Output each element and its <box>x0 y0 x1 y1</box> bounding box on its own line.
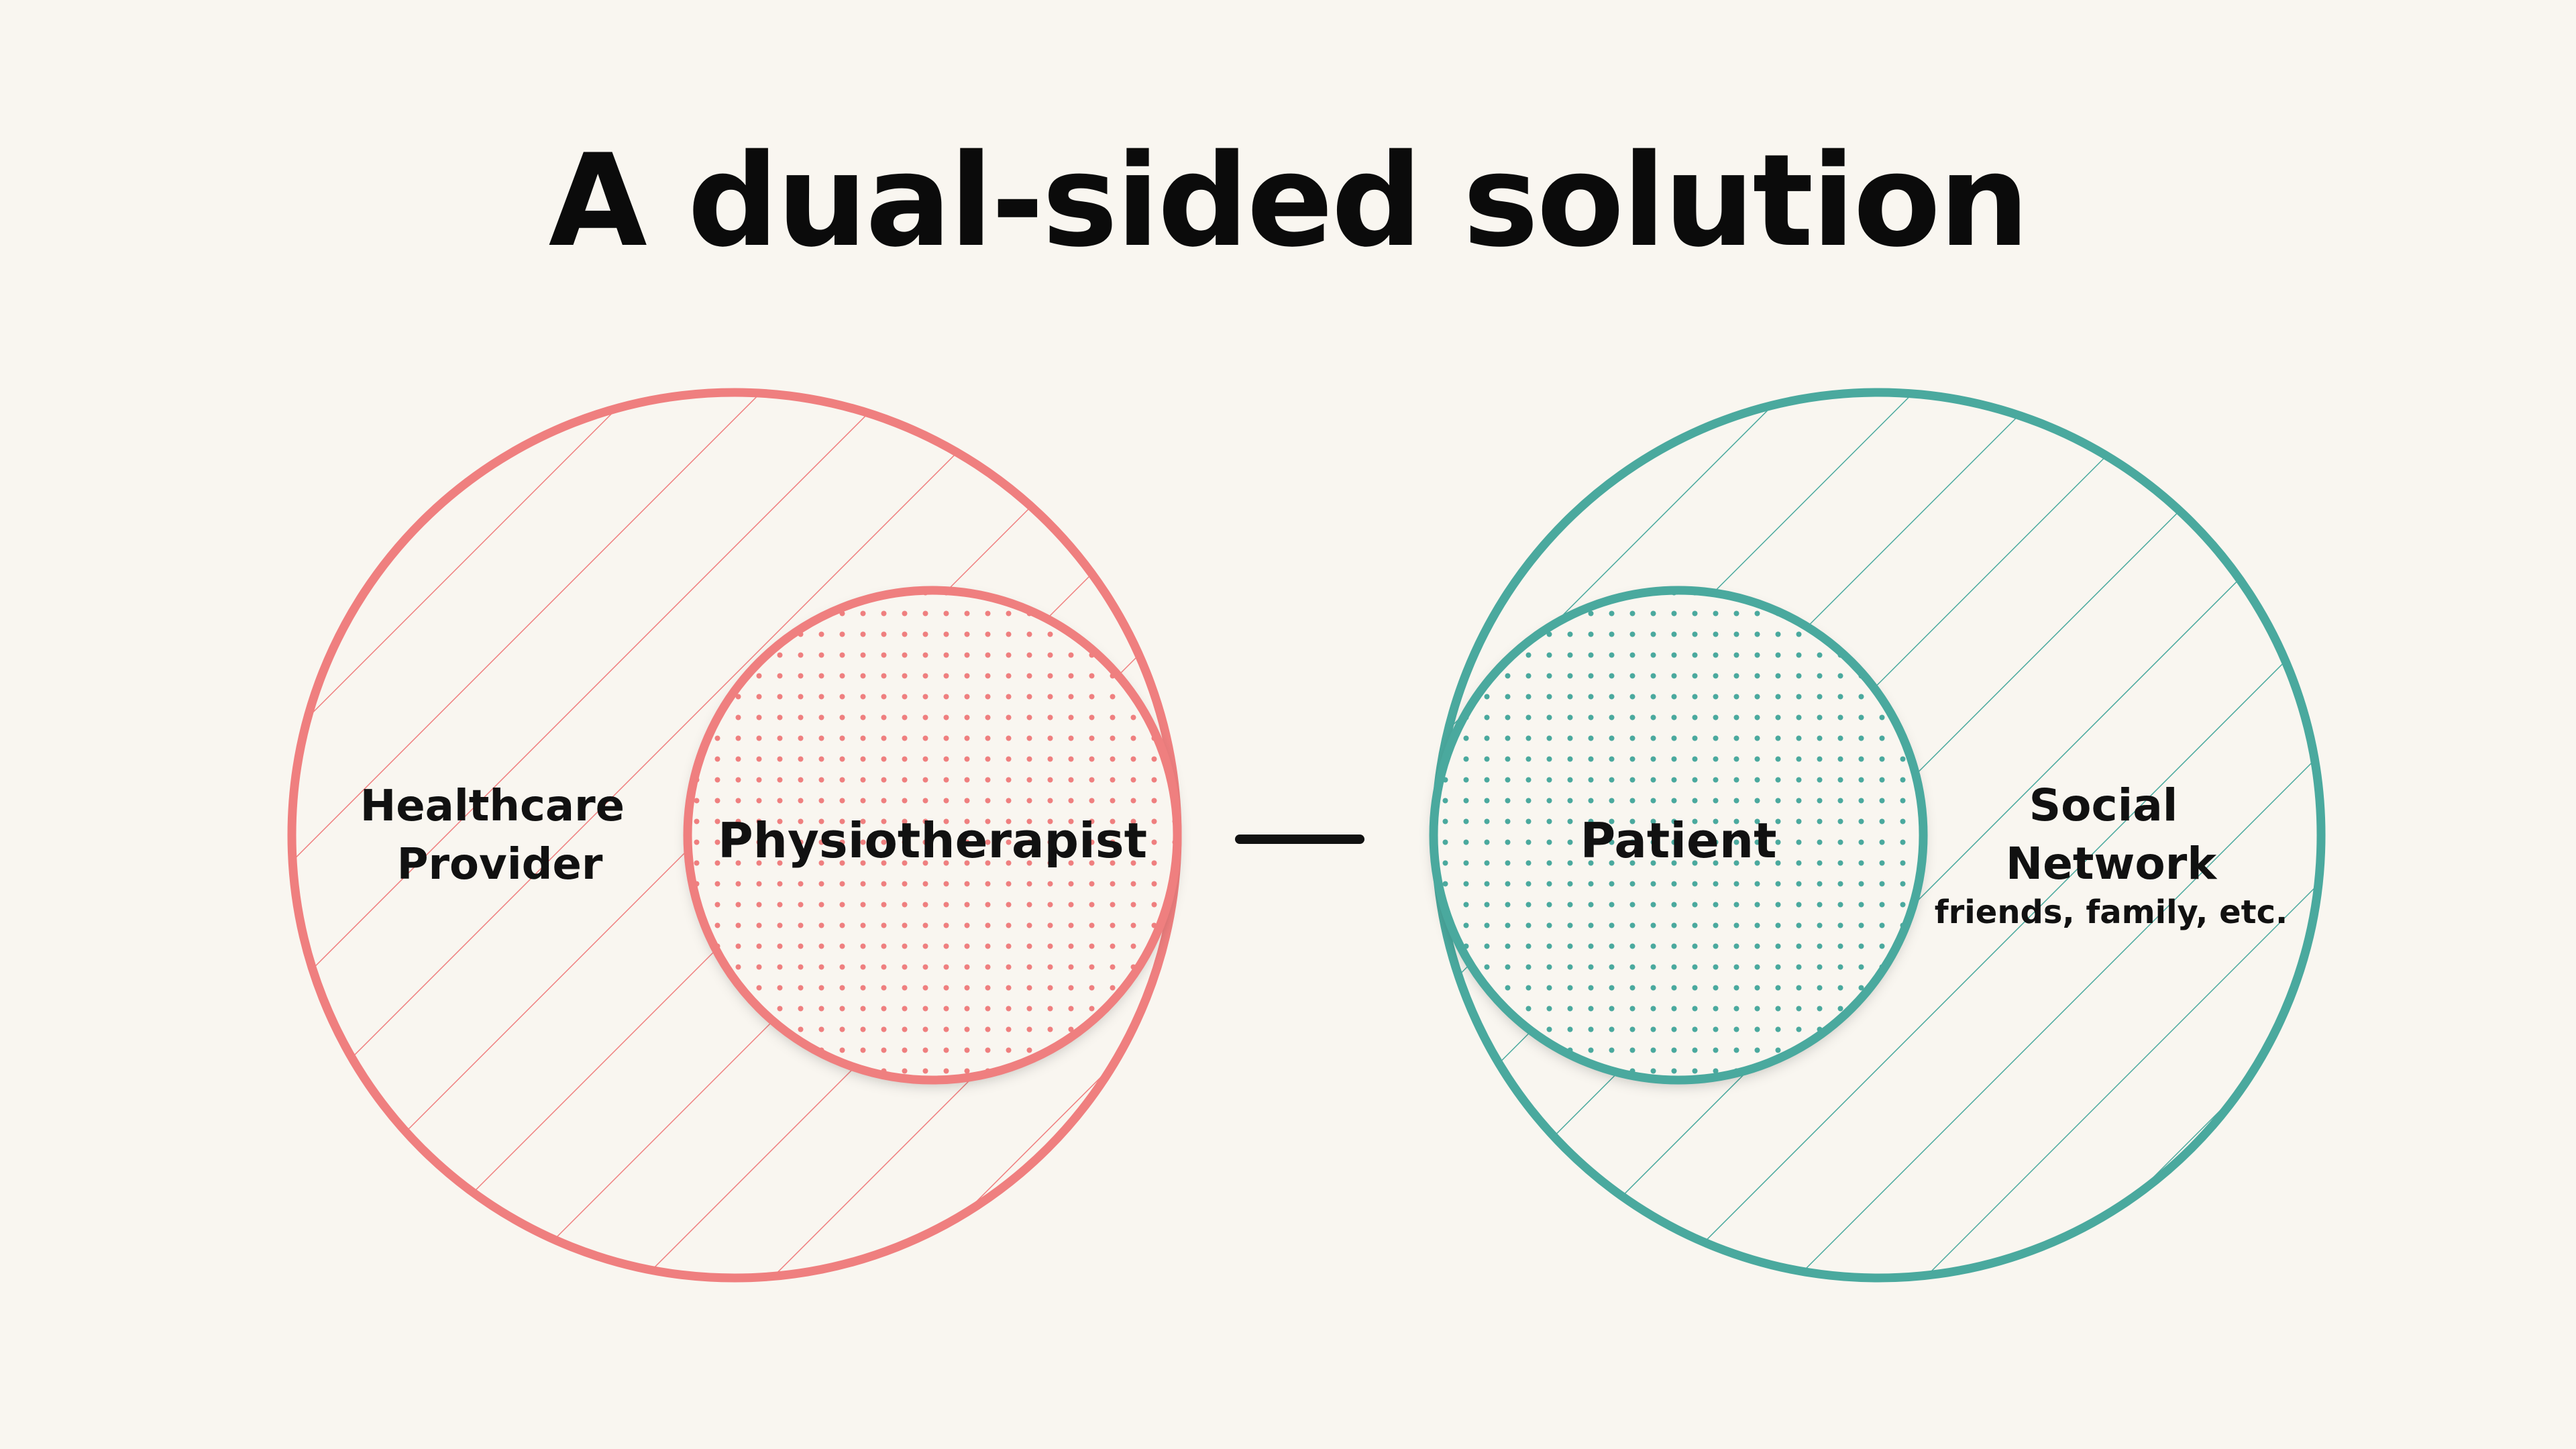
healthcare-provider-group: Healthcare Provider Physiotherapist <box>292 392 1177 1278</box>
patient-label: Patient <box>1580 812 1776 869</box>
healthcare-provider-label-line2: Provider <box>397 840 603 890</box>
social-network-label-line2: Network <box>2006 838 2218 890</box>
healthcare-provider-label-line1: Healthcare <box>360 782 625 831</box>
social-network-sublabel: friends, family, etc. <box>1935 894 2288 931</box>
social-network-group: Patient Social Network friends, family, … <box>1434 392 2321 1278</box>
physiotherapist-label: Physiotherapist <box>718 812 1147 869</box>
social-network-label-line1: Social <box>2029 780 2178 831</box>
